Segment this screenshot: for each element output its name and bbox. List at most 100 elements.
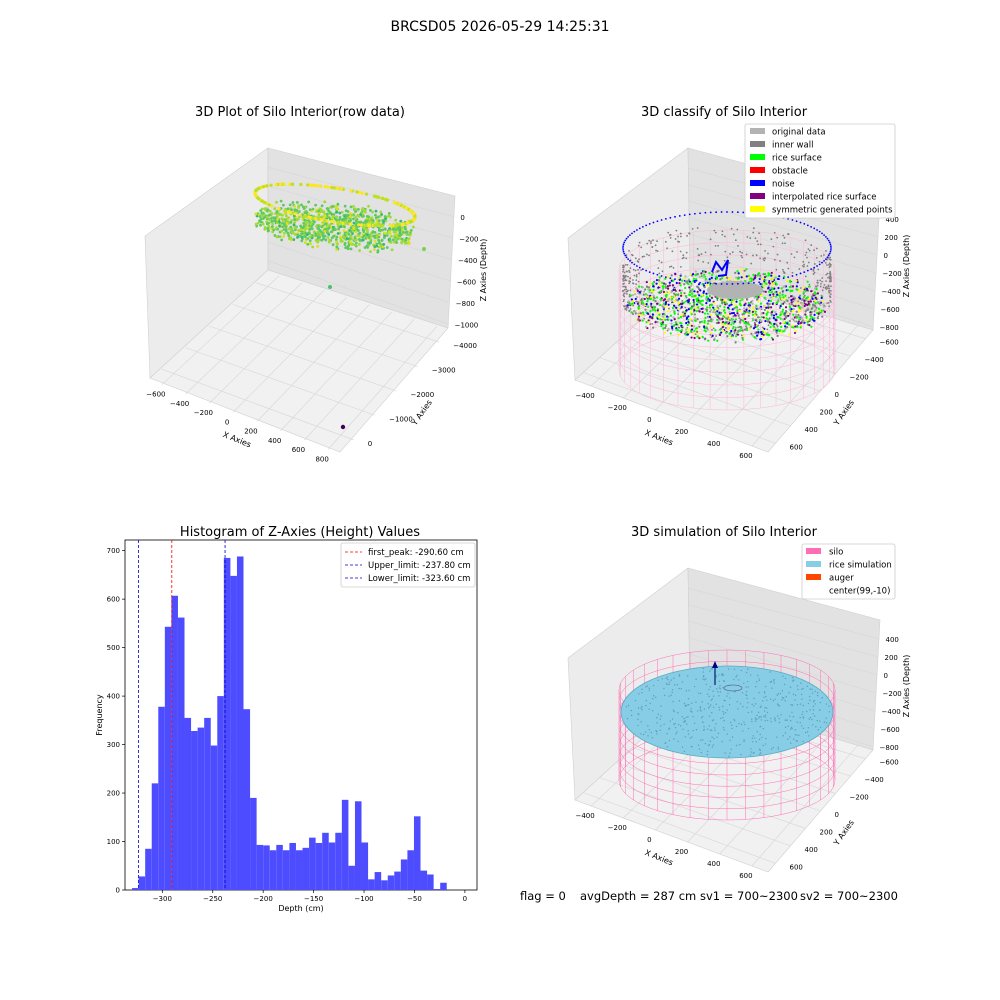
inner-wall-point — [767, 324, 770, 327]
classified-point — [703, 319, 706, 322]
inner-wall-point — [625, 288, 628, 291]
raw-point — [303, 241, 307, 244]
rice-mesh-node — [750, 748, 752, 750]
classified-point — [670, 274, 673, 277]
raw-point — [331, 216, 334, 220]
z-tick-label: −800 — [880, 324, 899, 332]
inner-wall-point — [623, 271, 626, 274]
classified-point — [709, 314, 713, 317]
inner-wall-point — [669, 233, 672, 236]
histogram-bar — [282, 850, 290, 890]
raw-point — [354, 216, 358, 220]
raw-point — [288, 203, 292, 207]
classified-point — [767, 286, 770, 289]
rice-mesh-node — [710, 668, 712, 670]
classified-point — [790, 308, 793, 311]
raw-point — [343, 243, 347, 247]
classified-point — [675, 323, 678, 326]
raw-point — [382, 220, 386, 223]
classified-point — [648, 291, 651, 294]
grid-line — [632, 327, 821, 392]
noise-point — [758, 281, 761, 284]
classified-point — [736, 309, 739, 313]
raw-point — [409, 229, 413, 232]
raw-point — [388, 232, 392, 235]
classified-point — [697, 286, 700, 289]
raw-point — [377, 241, 381, 245]
classified-point — [788, 279, 792, 282]
inner-wall-point — [622, 283, 624, 285]
z-tick-label: −600 — [881, 306, 900, 314]
rice-mesh-node — [668, 683, 671, 686]
rice-mesh-node — [747, 727, 750, 730]
rice-mesh-node — [825, 703, 828, 705]
classified-point — [706, 284, 709, 287]
classified-point — [711, 274, 714, 277]
classified-point — [790, 303, 793, 306]
classified-point — [683, 276, 686, 280]
rice-mesh-node — [637, 724, 639, 727]
inner-wall-point — [803, 263, 806, 266]
z-tick-label: −200 — [459, 235, 478, 243]
raw-point — [315, 224, 318, 228]
classified-point — [664, 326, 667, 330]
raw-point — [317, 209, 321, 213]
raw-point — [380, 239, 384, 242]
z-tick-label: −800 — [456, 300, 475, 308]
classified-point — [743, 311, 746, 314]
inner-wall-point — [828, 287, 831, 290]
rice-mesh-node — [770, 720, 772, 723]
raw-point — [374, 213, 377, 217]
classified-point — [662, 286, 665, 290]
rice-mesh-node — [802, 717, 805, 719]
classified-point — [661, 315, 664, 318]
rice-mesh-node — [733, 718, 735, 721]
classified-point — [804, 310, 807, 313]
raw-point-rim — [364, 223, 368, 227]
raw-point — [320, 238, 324, 242]
rice-mesh-node — [823, 721, 826, 723]
histogram-bar — [289, 842, 296, 890]
inner-wall-point — [660, 261, 663, 264]
inner-wall-point — [657, 267, 660, 270]
classified-point — [694, 277, 698, 281]
classified-point — [675, 306, 678, 309]
inner-wall-point — [825, 280, 827, 283]
rice-mesh-node — [663, 687, 665, 690]
rice-mesh-node — [706, 750, 709, 753]
classified-point — [764, 319, 767, 323]
raw-point — [321, 232, 325, 235]
y-tick-label: −600 — [880, 339, 899, 347]
raw-point — [373, 245, 377, 249]
raw-point — [365, 244, 369, 248]
rice-mesh-node — [666, 732, 668, 735]
rice-mesh-node — [722, 674, 724, 677]
classified-point — [783, 275, 786, 278]
classified-point — [656, 309, 659, 312]
y-tick-label: 600 — [107, 596, 120, 604]
inner-wall-point — [674, 238, 677, 240]
raw-point — [377, 239, 381, 242]
noise-point — [622, 248, 625, 251]
rice-simulation-surface — [620, 665, 834, 759]
rice-mesh-node — [693, 685, 696, 688]
inner-wall-point — [796, 251, 798, 253]
panel3-x-label: Depth (cm) — [278, 904, 323, 913]
raw-point — [304, 224, 308, 228]
rice-mesh-node — [683, 717, 685, 720]
classified-point — [690, 284, 693, 288]
classified-point — [657, 316, 661, 319]
rice-mesh-node — [777, 704, 780, 706]
rice-mesh-node — [763, 696, 765, 699]
classified-point — [713, 308, 716, 311]
rice-mesh-node — [766, 711, 769, 714]
silo-wire-ring — [618, 304, 836, 386]
panel-raw-data-3d: 3D Plot of Silo Interior(row data) −600−… — [144, 105, 488, 463]
raw-point — [335, 235, 339, 239]
raw-point — [284, 214, 288, 218]
noise-point — [720, 283, 723, 285]
classified-point — [748, 302, 751, 305]
classified-point — [724, 331, 728, 334]
inner-wall-point — [824, 261, 827, 264]
classified-point — [773, 287, 776, 290]
